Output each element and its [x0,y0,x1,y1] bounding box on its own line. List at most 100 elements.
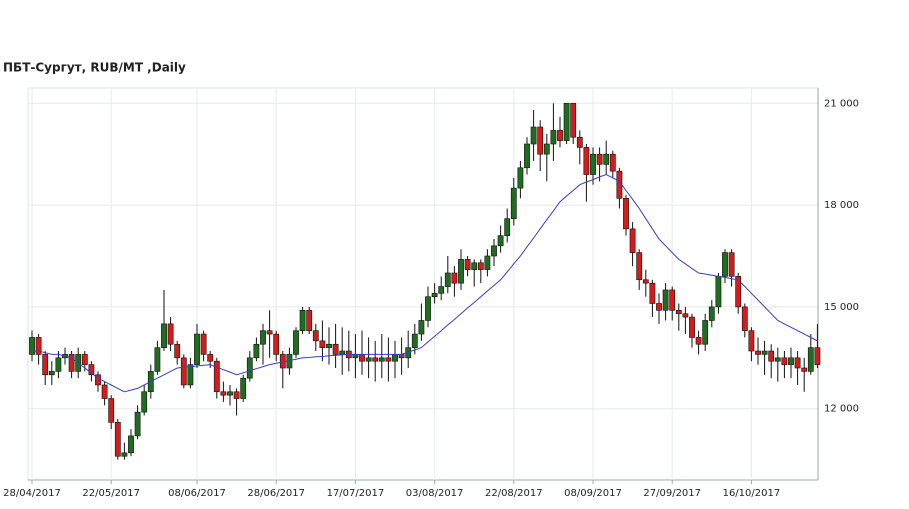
candle-body [339,350,346,355]
candle-body [642,279,649,284]
candle-body [352,354,359,359]
candle-body [233,391,240,399]
y-tick-label: 18 000 [824,200,859,211]
candle-body [174,343,181,359]
candle-body [471,262,478,270]
candle-body [101,384,108,399]
candle-body [537,126,544,155]
candle-body [451,272,458,284]
candle-body [253,343,260,359]
candle-body [623,198,629,230]
candle-body [266,330,273,335]
candle-body [332,343,339,355]
x-tick-label: 22/05/2017 [82,488,140,499]
candle-body [510,187,517,219]
candle-body [708,306,715,321]
candle-body [669,289,676,311]
candle-body [273,333,280,355]
candle-body [55,357,62,372]
candle-body [68,354,75,372]
candle-body [484,255,491,270]
candle-body [794,357,801,369]
y-tick-label: 15 000 [824,302,859,313]
candle-body [207,354,214,362]
candle-body [728,252,735,277]
candle-body [220,391,227,396]
candle-body [154,347,161,372]
candle-body [293,330,299,355]
candle-body [392,354,398,362]
x-tick-label: 17/07/2017 [327,488,385,499]
x-tick-label: 03/08/2017 [406,488,464,499]
x-tick-label: 08/06/2017 [168,488,226,499]
candle-body [29,337,35,355]
candle-body [458,259,464,284]
candle-body [550,130,557,145]
candle-body [735,276,742,308]
candle-body [570,102,577,138]
candle-body [491,245,497,257]
candle-body [431,293,438,298]
candle-body [240,377,247,399]
candle-body [260,330,266,345]
candle-body [128,435,134,454]
candle-body [378,357,385,362]
candle-body [213,360,220,393]
candle-body [425,296,431,321]
candle-body [722,252,728,277]
moving-average [32,173,818,393]
x-tick-label: 16/10/2017 [723,488,781,499]
candle-body [524,143,530,169]
x-tick-label: 28/06/2017 [247,488,305,499]
candle-body [359,354,365,362]
candle-body [576,136,583,148]
candle-body [801,367,808,372]
x-tick-label: 22/08/2017 [485,488,543,499]
candle-body [167,323,174,345]
candle-body [444,272,451,287]
candle-body [42,354,49,376]
candle-body [741,306,748,331]
candle-body [497,235,504,247]
candle-body [48,371,55,376]
y-tick-label: 12 000 [824,404,859,415]
chart-title: ПБТ-Сургут, RUB/MT ,Daily [3,61,186,75]
candle-body [108,398,115,423]
candle-body [81,354,88,365]
candle-body [161,323,167,348]
candle-body [715,276,722,308]
candle-body [563,102,570,141]
candle-body [194,333,200,365]
candle-body [656,303,662,311]
candle-body [398,354,405,359]
candle-body [781,357,788,365]
candle-body [596,153,603,165]
candle-body [774,357,781,362]
candle-body [312,330,319,342]
candle-body [411,333,418,348]
candle-body [702,320,709,345]
candle-body [609,153,616,172]
candle-body [246,357,253,379]
candle-body [326,343,332,348]
y-tick-label: 21 000 [824,98,859,109]
candle-body [418,320,425,335]
candle-body [590,153,596,175]
candle-body [200,333,207,355]
candle-body [306,310,313,331]
candle-body [636,252,643,281]
candle-body [603,153,610,165]
candle-body [649,282,656,304]
candle-body [689,316,695,338]
candle-body [319,340,326,348]
candle-body [755,350,761,355]
plot-frame [27,87,819,481]
candle-body [372,357,379,362]
candle-body [438,286,445,294]
candle-body [814,347,821,365]
candle-body [748,330,755,352]
candle-body [788,357,794,365]
x-tick-label: 28/04/2017 [3,488,61,499]
candle-body [761,350,768,355]
